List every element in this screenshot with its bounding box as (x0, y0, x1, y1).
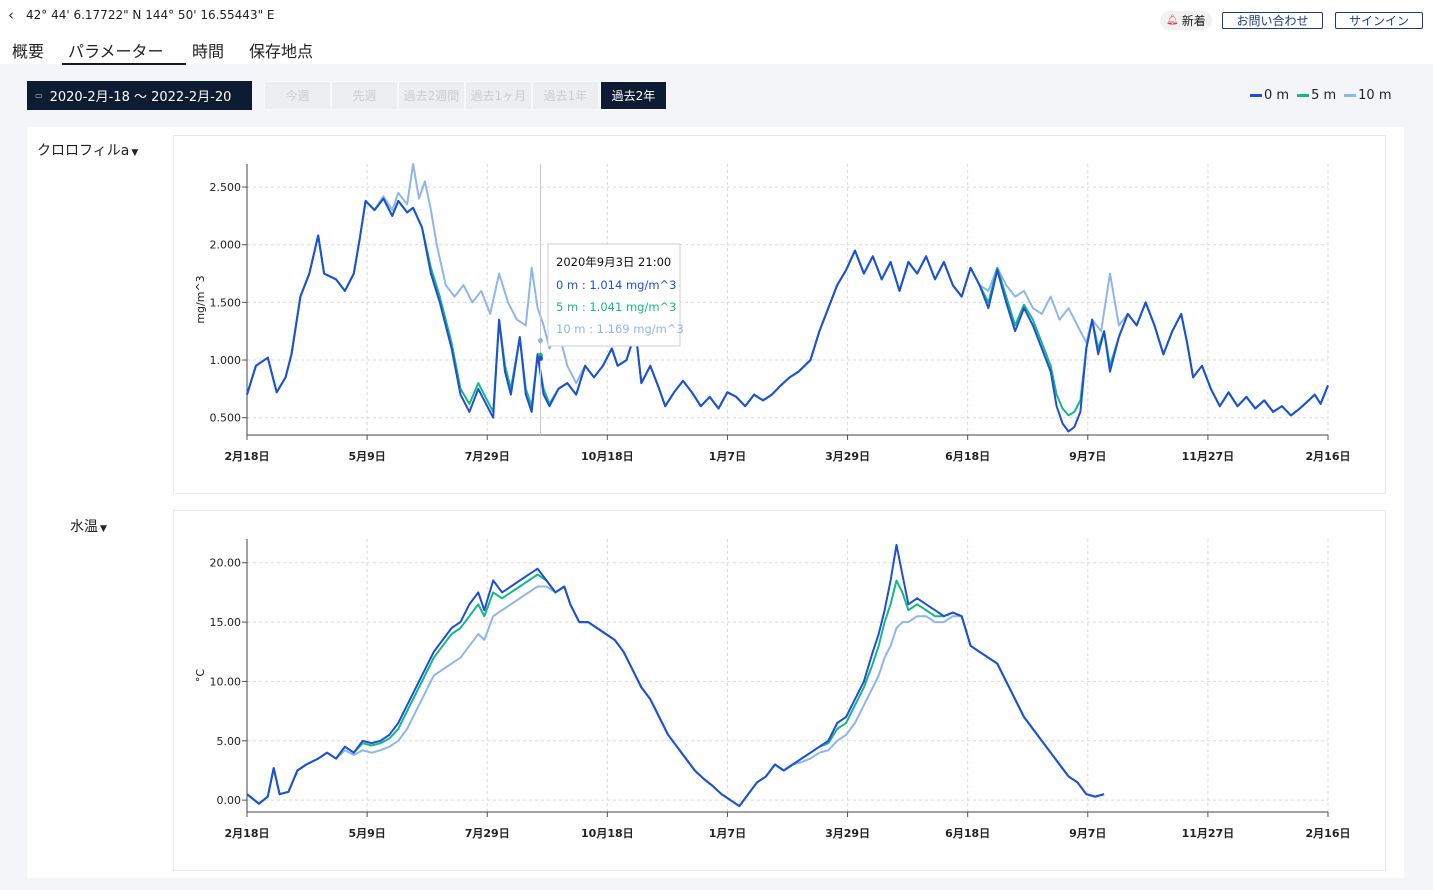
legend-label: 0 m (1264, 88, 1290, 103)
x-tick-label: 2月18日 (225, 827, 270, 840)
caret-down-icon: ▼ (131, 148, 139, 158)
tooltip-line: 10 m : 1.169 mg/m^3 (556, 322, 684, 336)
chart-panel: クロロフィルa ▼ 水温 ▼ 2月18日 5月9日 7月29日 10月18日 1月7日 3月2… (27, 127, 1404, 878)
tooltip-box (547, 243, 681, 347)
legend-item-0m[interactable]: 0 m (1250, 88, 1289, 103)
y-tick-label: 0.00 (217, 794, 242, 807)
legend-swatch (1344, 94, 1357, 97)
date-range-text: 2020-2月-18 ～ 2022-2月-20 (49, 90, 232, 105)
tab-parameters[interactable]: パラメーター (62, 38, 186, 65)
tooltip-line: 5 m : 1.041 mg/m^3 (556, 300, 676, 314)
chlorophyll-chart-box: 2月18日 5月9日 7月29日 10月18日 1月7日 3月29日 6月18日 9月7日 11… (173, 135, 1386, 494)
legend-item-5m[interactable]: 5 m (1297, 88, 1336, 103)
tab-overview[interactable]: 概要 (12, 42, 45, 61)
hover-point (537, 355, 543, 361)
x-tick-label: 6月18日 (945, 827, 990, 840)
x-tick-label: 5月9日 (348, 827, 385, 840)
x-tick-label: 10月18日 (581, 827, 634, 840)
x-tick-label: 1月7日 (709, 827, 746, 840)
y-tick-label: 1.500 (210, 296, 242, 309)
x-tick-label: 2月16日 (1306, 827, 1351, 840)
period-last-week[interactable]: 先週 (331, 81, 398, 110)
y-axis-label: mg/m^3 (194, 275, 207, 323)
y-tick-label: 0.500 (210, 412, 242, 425)
period-last-month[interactable]: 過去1ヶ月 (465, 81, 532, 110)
y-tick-label: 2.500 (210, 181, 242, 194)
period-last-2-weeks[interactable]: 過去2週間 (398, 81, 465, 110)
x-tick-label: 1月7日 (709, 450, 746, 463)
series-line-10m[interactable] (246, 585, 1105, 808)
water-temp-chart[interactable]: 2月18日 5月9日 7月29日 10月18日 1月7日 3月29日 6月18日 9月7日 11… (174, 511, 1385, 870)
legend-swatch (1297, 94, 1310, 97)
x-tick-label: 2月16日 (1306, 450, 1351, 463)
parameter-select-water-temp[interactable]: 水温 ▼ (70, 516, 107, 536)
calendar-icon: ▭ (35, 91, 43, 100)
water-temp-chart-box: 2月18日 5月9日 7月29日 10月18日 1月7日 3月29日 6月18日 9月7日 11… (173, 510, 1386, 871)
legend-item-10m[interactable]: 10 m (1344, 88, 1392, 103)
legend-label: 5 m (1311, 88, 1337, 103)
x-tick-label: 6月18日 (945, 450, 990, 463)
y-axis-label: °C (194, 669, 207, 683)
hover-point (537, 338, 543, 344)
x-tick-label: 7月29日 (465, 450, 510, 463)
x-tick-label: 9月7日 (1069, 827, 1106, 840)
news-label: 新着 (1181, 14, 1206, 28)
period-last-2-years[interactable]: 過去2年 (600, 81, 667, 110)
tab-time[interactable]: 時間 (192, 42, 225, 61)
x-tick-label: 10月18日 (581, 450, 634, 463)
y-tick-label: 2.000 (210, 239, 242, 252)
y-tick-label: 10.00 (210, 675, 242, 688)
parameter-select-chlorophyll[interactable]: クロロフィルa ▼ (37, 140, 138, 160)
depth-legend: 0 m 5 m 10 m (1250, 88, 1392, 103)
top-bar: ‹ 42° 44' 6.17722" N 144° 50' 16.55443" … (0, 0, 1433, 65)
x-tick-label: 2月18日 (225, 450, 270, 463)
chevron-left-icon[interactable]: ‹ (8, 6, 14, 24)
signin-button[interactable]: サインイン (1335, 12, 1423, 29)
series-line-5m[interactable] (246, 197, 1329, 417)
parameter-label: 水温 (70, 519, 98, 535)
x-tick-label: 3月29日 (825, 827, 870, 840)
legend-label: 10 m (1358, 88, 1392, 103)
y-tick-label: 15.00 (210, 616, 242, 629)
y-tick-label: 5.00 (217, 735, 242, 748)
series-line-10m[interactable] (246, 163, 1329, 417)
period-last-year[interactable]: 過去1年 (532, 81, 599, 110)
series-line-5m[interactable] (246, 573, 1105, 808)
series-line-0m[interactable] (246, 543, 1105, 808)
tooltip-line: 0 m : 1.014 mg/m^3 (556, 278, 676, 292)
contact-button[interactable]: お問い合わせ (1222, 12, 1323, 29)
date-range-picker[interactable]: ▭ 2020-2月-18 ～ 2022-2月-20 (27, 81, 252, 110)
parameter-label: クロロフィルa (37, 143, 130, 159)
tooltip-title: 2020年9月3日 21:00 (556, 255, 671, 269)
y-tick-label: 20.00 (210, 557, 242, 570)
period-this-week[interactable]: 今週 (264, 81, 331, 110)
x-tick-label: 3月29日 (825, 450, 870, 463)
x-tick-label: 7月29日 (465, 827, 510, 840)
y-tick-label: 1.000 (210, 354, 242, 367)
x-tick-label: 5月9日 (348, 450, 385, 463)
x-tick-label: 9月7日 (1069, 450, 1106, 463)
news-badge[interactable]: 🔔︎ 新着 (1160, 11, 1212, 30)
series-line-0m[interactable] (246, 197, 1329, 433)
x-tick-label: 11月27日 (1182, 827, 1235, 840)
caret-down-icon: ▼ (100, 524, 107, 534)
bell-icon: 🔔︎ (1166, 15, 1179, 26)
chlorophyll-chart[interactable]: 2月18日 5月9日 7月29日 10月18日 1月7日 3月29日 6月18日 9月7日 11… (174, 136, 1385, 493)
x-tick-label: 11月27日 (1182, 450, 1235, 463)
legend-swatch (1250, 94, 1262, 97)
tab-saved-locations[interactable]: 保存地点 (249, 42, 314, 61)
location-coordinates: 42° 44' 6.17722" N 144° 50' 16.55443" E (26, 8, 275, 22)
